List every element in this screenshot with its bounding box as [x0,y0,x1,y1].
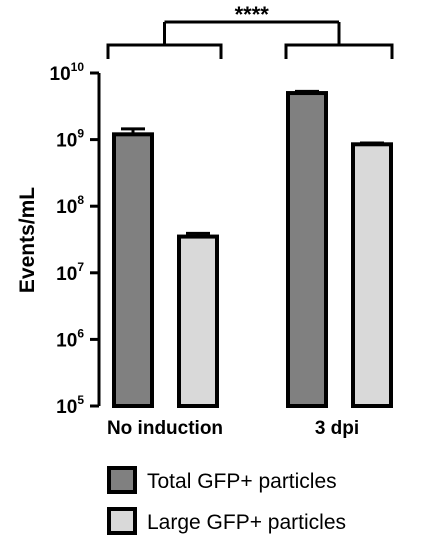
y-axis-label: Events/mL [16,187,39,293]
x-category-label: No induction [107,418,223,439]
legend-swatch [107,466,137,494]
y-ticks: 105 106 107 108 109 1010 [50,60,99,418]
y-tick-label: 109 [56,127,84,152]
y-tick-label: 108 [56,193,84,218]
legend: Total GFP+ particles Large GFP+ particles [107,466,346,535]
group-bracket [106,43,223,59]
bar-large-no-induction [177,234,219,408]
bar-total-3dpi [286,91,328,409]
bar-large-3dpi [351,142,393,409]
significance-annotation: **** [106,2,394,59]
x-categories: No induction 3 dpi [107,418,359,439]
bar-total-no-induction [112,132,154,408]
y-tick-label: 1010 [50,60,85,85]
bars-layer [112,89,393,409]
legend-label: Large GFP+ particles [147,511,346,534]
y-tick-label: 107 [56,260,84,285]
y-tick-label: 106 [56,326,84,351]
significance-label: **** [235,2,270,27]
legend-label: Total GFP+ particles [147,470,337,493]
y-tick-label: 105 [56,393,84,418]
x-category-label: 3 dpi [315,418,359,439]
legend-swatch [107,507,137,535]
group-bracket [284,43,394,59]
